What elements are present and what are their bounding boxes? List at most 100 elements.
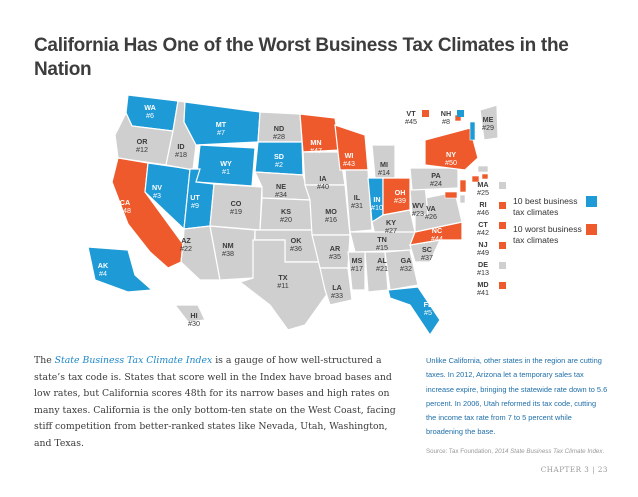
state-ma [477, 165, 489, 173]
state-rank-ut: #9 [191, 201, 199, 210]
state-rank-nj: #49 [477, 248, 489, 257]
state-rank-ks: #20 [280, 215, 292, 224]
index-link[interactable]: State Business Tax Climate Index [54, 355, 213, 366]
state-rank-la: #33 [331, 291, 343, 300]
state-rank-mo: #16 [325, 215, 337, 224]
state-nh [469, 121, 476, 141]
state-rank-sd: #2 [275, 160, 283, 169]
state-label-nh: NH [441, 109, 451, 118]
page-footer: CHAPTER 3 | 23 [540, 465, 608, 474]
state-hi [173, 304, 206, 323]
state-rank-il: #31 [351, 201, 363, 210]
state-label-nj: NJ [478, 240, 487, 249]
state-ga [384, 249, 419, 291]
state-rank-mi: #14 [378, 168, 390, 177]
state-rank-nv: #3 [153, 191, 161, 200]
state-label-ky: KY [386, 218, 396, 227]
northeast-callouts: VT#45 NH#8 MA#25 RI#46 CT#42 NJ#49 DE#13 MD#41 [405, 109, 506, 297]
state-label-al: AL [377, 256, 387, 265]
state-label-fl: FL [424, 300, 433, 309]
state-label-ok: OK [291, 236, 303, 245]
state-label-ct: CT [478, 220, 488, 229]
state-label-ri: RI [479, 200, 486, 209]
state-label-sd: SD [274, 152, 284, 161]
legend-worst-line1: 10 worst business [513, 224, 582, 234]
callout-swatch-de [499, 262, 506, 269]
state-rank-ne: #34 [275, 190, 287, 199]
state-ms [347, 251, 366, 291]
state-label-tx: TX [278, 273, 287, 282]
state-de [459, 194, 466, 204]
callout-swatch-ri [499, 202, 506, 209]
state-rank-vt: #45 [405, 117, 417, 126]
state-rank-sc: #37 [421, 253, 433, 262]
legend: 10 best business tax climates 10 worst b… [513, 196, 597, 245]
state-rank-wy: #1 [222, 167, 230, 176]
state-me [479, 104, 499, 141]
callout-swatch-ma [499, 182, 506, 189]
state-rank-ct: #42 [477, 228, 489, 237]
legend-best-line2: tax climates [513, 207, 558, 217]
state-label-wa: WA [144, 103, 156, 112]
state-label-mo: MO [325, 207, 337, 216]
state-label-mt: MT [216, 120, 227, 129]
state-rank-ny: #50 [445, 158, 457, 167]
callout-swatch-md [499, 282, 506, 289]
state-rank-wv: #23 [412, 209, 424, 218]
state-label-mi: MI [380, 160, 388, 169]
state-label-pa: PA [431, 171, 440, 180]
state-rank-pa: #24 [430, 179, 442, 188]
state-rank-ak: #4 [99, 269, 107, 278]
body-paragraph: The State Business Tax Climate Index is … [34, 355, 396, 449]
callout-swatch-vt [422, 110, 429, 117]
state-label-il: IL [354, 193, 361, 202]
state-rank-mt: #7 [217, 128, 225, 137]
state-rank-nm: #38 [222, 249, 234, 258]
state-label-or: OR [137, 137, 149, 146]
state-label-wi: WI [345, 151, 354, 160]
state-rank-mn: #47 [310, 146, 322, 155]
state-label-tn: TN [377, 235, 387, 244]
labels-layer: WA#6 OR#12 CA#48 NV#3 ID#18 MT#7 WY#1 UT#9 AZ#22… [98, 103, 494, 328]
state-nj [459, 179, 467, 193]
state-rank-in: #10 [371, 203, 383, 212]
state-rank-ms: #17 [351, 264, 363, 273]
state-label-ma: MA [477, 180, 488, 189]
state-label-ga: GA [401, 256, 412, 265]
state-rank-ar: #35 [329, 252, 341, 261]
state-ct [471, 175, 480, 183]
page-title: California Has One of the Worst Business… [34, 35, 569, 80]
state-label-wv: WV [412, 201, 424, 210]
state-rank-ga: #32 [400, 264, 412, 273]
legend-best-swatch [586, 196, 597, 207]
state-rank-oh: #39 [394, 196, 406, 205]
state-rank-ia: #40 [317, 182, 329, 191]
state-label-va: VA [426, 204, 435, 213]
state-il [344, 169, 373, 233]
states-layer [87, 94, 499, 337]
state-rank-id: #18 [175, 150, 187, 159]
state-rank-ma: #25 [477, 188, 489, 197]
state-rank-tn: #15 [376, 243, 388, 252]
state-pa [409, 167, 459, 191]
state-rank-va: #26 [425, 212, 437, 221]
state-label-ia: IA [319, 174, 326, 183]
state-rank-ok: #36 [290, 244, 302, 253]
state-label-wy: WY [220, 159, 232, 168]
state-rank-me: #29 [482, 123, 494, 132]
state-rank-co: #19 [230, 207, 242, 216]
state-rank-ca: #48 [119, 206, 131, 215]
state-rank-fl: #5 [424, 308, 432, 317]
state-rank-tx: #11 [277, 281, 288, 290]
state-label-co: CO [231, 199, 242, 208]
state-label-nd: ND [274, 124, 284, 133]
state-label-az: AZ [181, 236, 191, 245]
state-label-ar: AR [330, 244, 341, 253]
legend-best-line1: 10 best business [513, 196, 578, 206]
state-label-ms: MS [352, 256, 363, 265]
state-label-ut: UT [190, 193, 200, 202]
state-label-vt: VT [406, 109, 416, 118]
state-ri [481, 173, 489, 180]
state-label-sc: SC [422, 245, 432, 254]
state-rank-nc: #44 [431, 234, 443, 243]
